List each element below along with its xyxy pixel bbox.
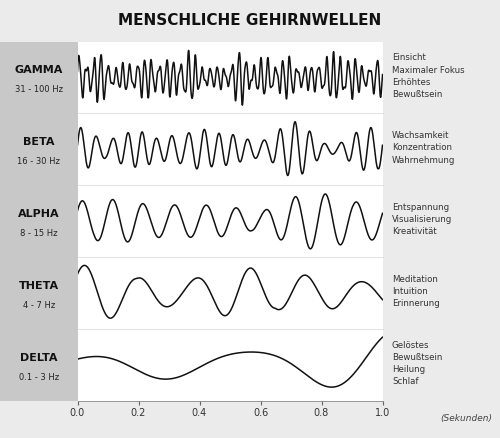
Text: Einsicht
Maximaler Fokus
Erhöhtes
Bewußtsein: Einsicht Maximaler Fokus Erhöhtes Bewußt… bbox=[392, 53, 464, 99]
Text: Gelöstes
Bewußtsein
Heilung
Schlaf: Gelöstes Bewußtsein Heilung Schlaf bbox=[392, 341, 442, 386]
Text: MENSCHLICHE GEHIRNWELLEN: MENSCHLICHE GEHIRNWELLEN bbox=[118, 13, 382, 28]
Text: BETA: BETA bbox=[23, 137, 54, 147]
Text: THETA: THETA bbox=[18, 281, 59, 291]
Text: Wachsamkeit
Konzentration
Wahrnehmung: Wachsamkeit Konzentration Wahrnehmung bbox=[392, 131, 456, 165]
Text: DELTA: DELTA bbox=[20, 353, 58, 363]
Text: 31 - 100 Hz: 31 - 100 Hz bbox=[15, 85, 63, 94]
Text: 16 - 30 Hz: 16 - 30 Hz bbox=[18, 157, 60, 166]
Text: 4 - 7 Hz: 4 - 7 Hz bbox=[22, 301, 55, 310]
Text: Meditation
Intuition
Erinnerung: Meditation Intuition Erinnerung bbox=[392, 275, 440, 308]
Text: Entspannung
Visualisierung
Kreativität: Entspannung Visualisierung Kreativität bbox=[392, 203, 452, 237]
Text: 8 - 15 Hz: 8 - 15 Hz bbox=[20, 229, 58, 238]
Text: GAMMA: GAMMA bbox=[14, 65, 63, 75]
Text: (Sekunden): (Sekunden) bbox=[440, 414, 492, 423]
Text: 0.1 - 3 Hz: 0.1 - 3 Hz bbox=[18, 373, 59, 381]
Text: ALPHA: ALPHA bbox=[18, 209, 59, 219]
